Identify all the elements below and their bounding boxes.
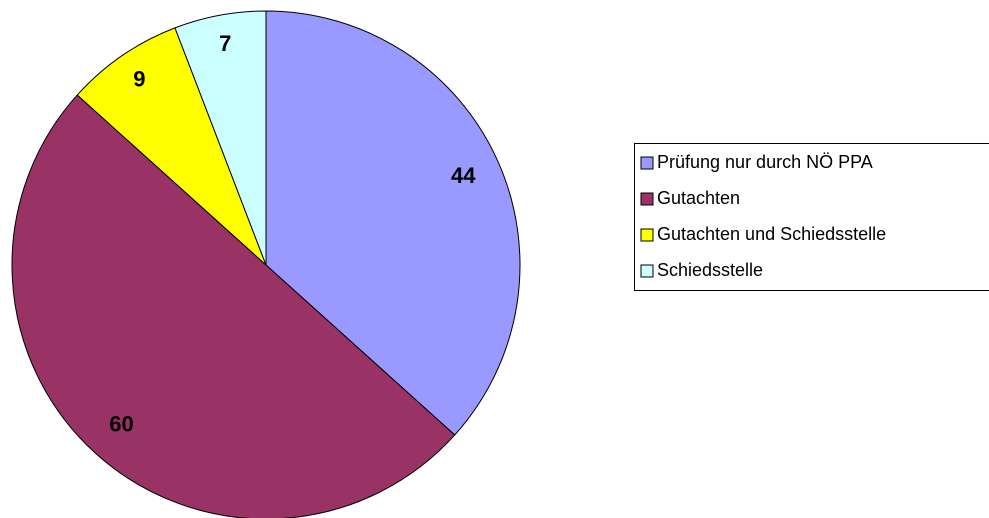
legend-label: Schiedsstelle (657, 260, 763, 280)
pie-slice (11, 94, 456, 518)
legend-swatch (640, 228, 654, 242)
data-label: 60 (109, 411, 133, 436)
legend-swatch (640, 264, 654, 278)
pie-slice (265, 10, 521, 436)
legend-label: Gutachten und Schiedsstelle (657, 224, 886, 244)
data-label: 44 (451, 163, 476, 188)
pie-slice (174, 10, 267, 266)
data-label: 7 (219, 31, 231, 56)
legend-swatch (640, 192, 654, 206)
legend-label: Gutachten (657, 188, 740, 208)
legend-box (634, 143, 989, 291)
legend-label: Prüfung nur durch NÖ PPA (657, 152, 873, 172)
legend-swatch (640, 156, 654, 170)
pie-slice (76, 27, 267, 266)
data-label: 9 (133, 67, 145, 92)
